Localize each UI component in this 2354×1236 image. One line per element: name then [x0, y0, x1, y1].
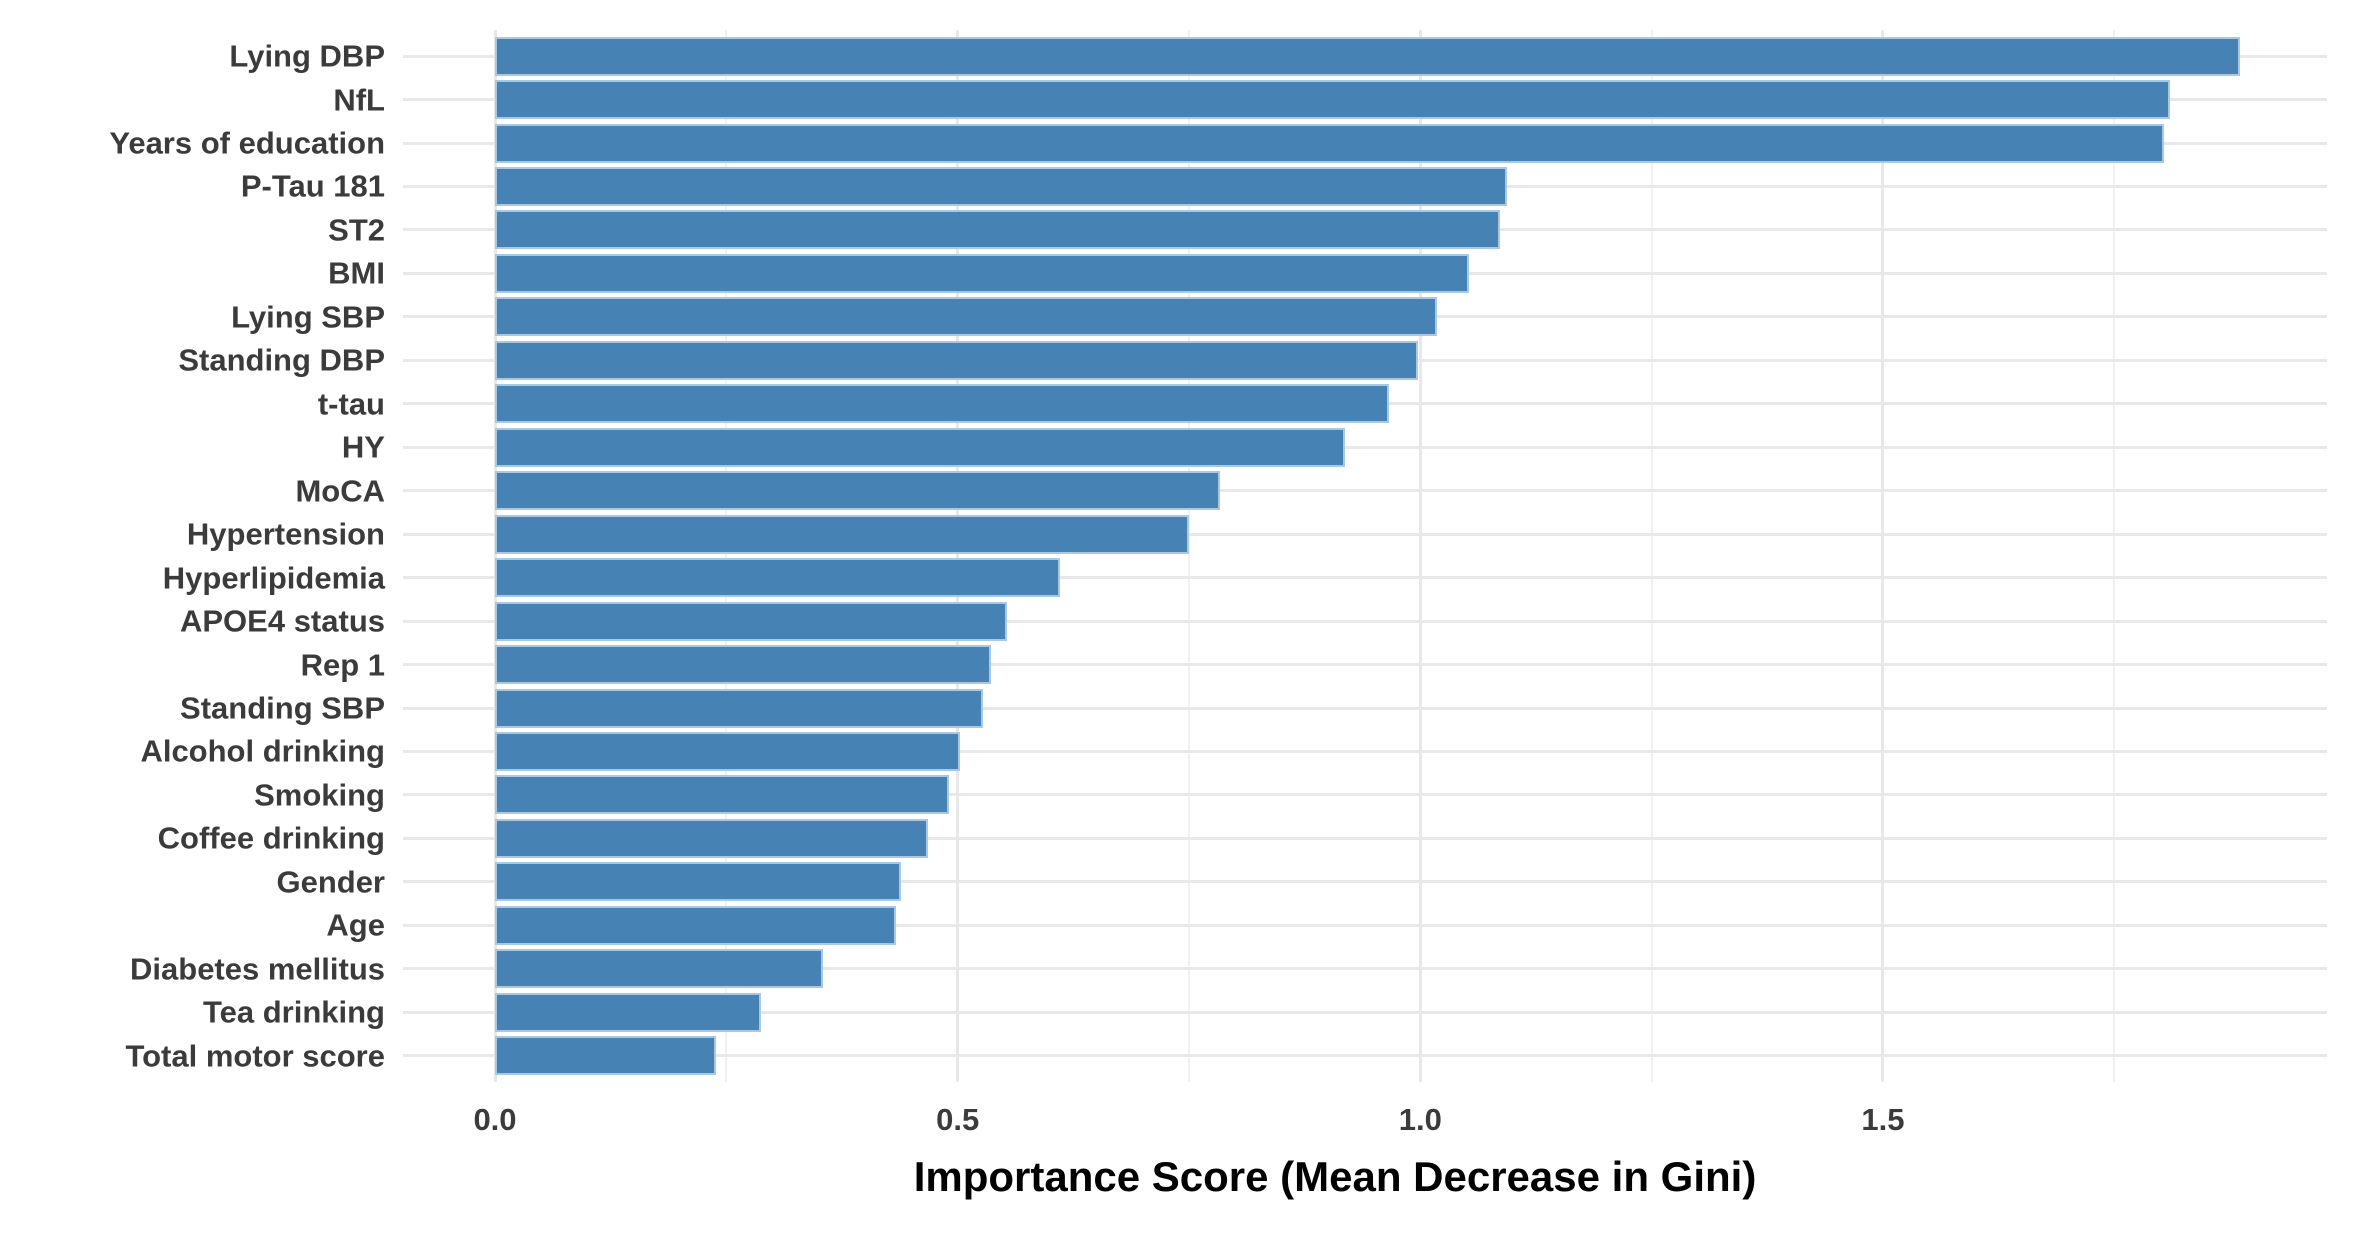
bar-nfl: [495, 80, 2170, 120]
gridline-y-major: [403, 923, 2327, 927]
y-label-p-tau-181: P-Tau 181: [240, 168, 385, 204]
y-label-tea-drinking: Tea drinking: [202, 994, 385, 1030]
bar-alcohol-drinking: [495, 731, 961, 771]
bar-st2: [495, 210, 1500, 250]
x-tick-label-1.5: 1.5: [1861, 1102, 1905, 1137]
gridline-y-major: [403, 1010, 2327, 1014]
gridline-y-major: [403, 576, 2327, 580]
gridline-y-major: [403, 793, 2327, 797]
gridline-x-major: [1881, 30, 1885, 1082]
y-label-apoe4-status: APOE4 status: [179, 603, 385, 639]
gridline-y-major: [403, 489, 2327, 493]
bar-diabetes-mellitus: [495, 949, 823, 989]
bar-rep-1: [495, 645, 991, 685]
gridline-y-major: [403, 880, 2327, 884]
y-label-t-tau: t-tau: [317, 386, 385, 422]
y-label-coffee-drinking: Coffee drinking: [157, 820, 385, 856]
gridline-y-major: [403, 836, 2327, 840]
gridline-x-minor: [1187, 30, 1190, 1082]
y-label-st2: ST2: [328, 212, 385, 248]
gridline-y-major: [403, 706, 2327, 710]
y-label-hy: HY: [341, 429, 385, 465]
gridline-x-minor: [725, 30, 728, 1082]
y-label-rep-1: Rep 1: [300, 647, 385, 683]
bar-standing-sbp: [495, 688, 983, 728]
x-tick-label-0.0: 0.0: [473, 1102, 517, 1137]
bar-smoking: [495, 775, 950, 815]
bar-bmi: [495, 253, 1470, 293]
bar-apoe4-status: [495, 601, 1007, 641]
bar-tea-drinking: [495, 992, 761, 1032]
bar-total-motor-score: [495, 1036, 717, 1076]
bar-moca: [495, 471, 1221, 511]
y-label-lying-sbp: Lying SBP: [231, 299, 385, 335]
bar-lying-dbp: [495, 36, 2241, 76]
gridline-x-minor: [2113, 30, 2116, 1082]
gridline-y-major: [403, 967, 2327, 971]
bar-t-tau: [495, 384, 1389, 424]
y-label-years-of-education: Years of education: [109, 125, 385, 161]
x-tick-label-1.0: 1.0: [1398, 1102, 1442, 1137]
bar-lying-sbp: [495, 297, 1437, 337]
y-label-alcohol-drinking: Alcohol drinking: [140, 733, 385, 769]
bar-gender: [495, 862, 902, 902]
x-tick-label-0.5: 0.5: [936, 1102, 980, 1137]
y-label-hyperlipidemia: Hyperlipidemia: [162, 560, 385, 596]
y-label-standing-dbp: Standing DBP: [178, 342, 385, 378]
y-label-lying-dbp: Lying DBP: [229, 38, 385, 74]
y-label-hypertension: Hypertension: [186, 516, 385, 552]
gridline-y-major: [403, 619, 2327, 623]
x-axis-title: Importance Score (Mean Decrease in Gini): [913, 1153, 1757, 1200]
gridline-x-major: [493, 30, 497, 1082]
y-label-diabetes-mellitus: Diabetes mellitus: [130, 951, 385, 987]
y-label-standing-sbp: Standing SBP: [180, 690, 385, 726]
y-label-nfl: NfL: [333, 82, 385, 118]
y-label-total-motor-score: Total motor score: [125, 1038, 385, 1074]
y-label-gender: Gender: [276, 864, 385, 900]
bar-standing-dbp: [495, 340, 1419, 380]
bar-hy: [495, 427, 1346, 467]
y-label-bmi: BMI: [328, 255, 385, 291]
bar-age: [495, 905, 896, 945]
gridline-y-major: [403, 532, 2327, 536]
gridline-y-major: [403, 749, 2327, 753]
bar-coffee-drinking: [495, 818, 929, 858]
gridline-y-major: [403, 663, 2327, 667]
y-label-age: Age: [326, 907, 385, 943]
gridline-x-major: [1418, 30, 1422, 1082]
bar-hypertension: [495, 514, 1189, 554]
bar-hyperlipidemia: [495, 558, 1061, 598]
y-label-moca: MoCA: [295, 473, 385, 509]
gridline-y-major: [403, 1054, 2327, 1058]
gridline-x-minor: [1650, 30, 1653, 1082]
gridline-y-major: [403, 445, 2327, 449]
bar-p-tau-181: [495, 166, 1508, 206]
gridline-x-major: [956, 30, 960, 1082]
y-label-smoking: Smoking: [254, 777, 385, 813]
bar-years-of-education: [495, 123, 2165, 163]
